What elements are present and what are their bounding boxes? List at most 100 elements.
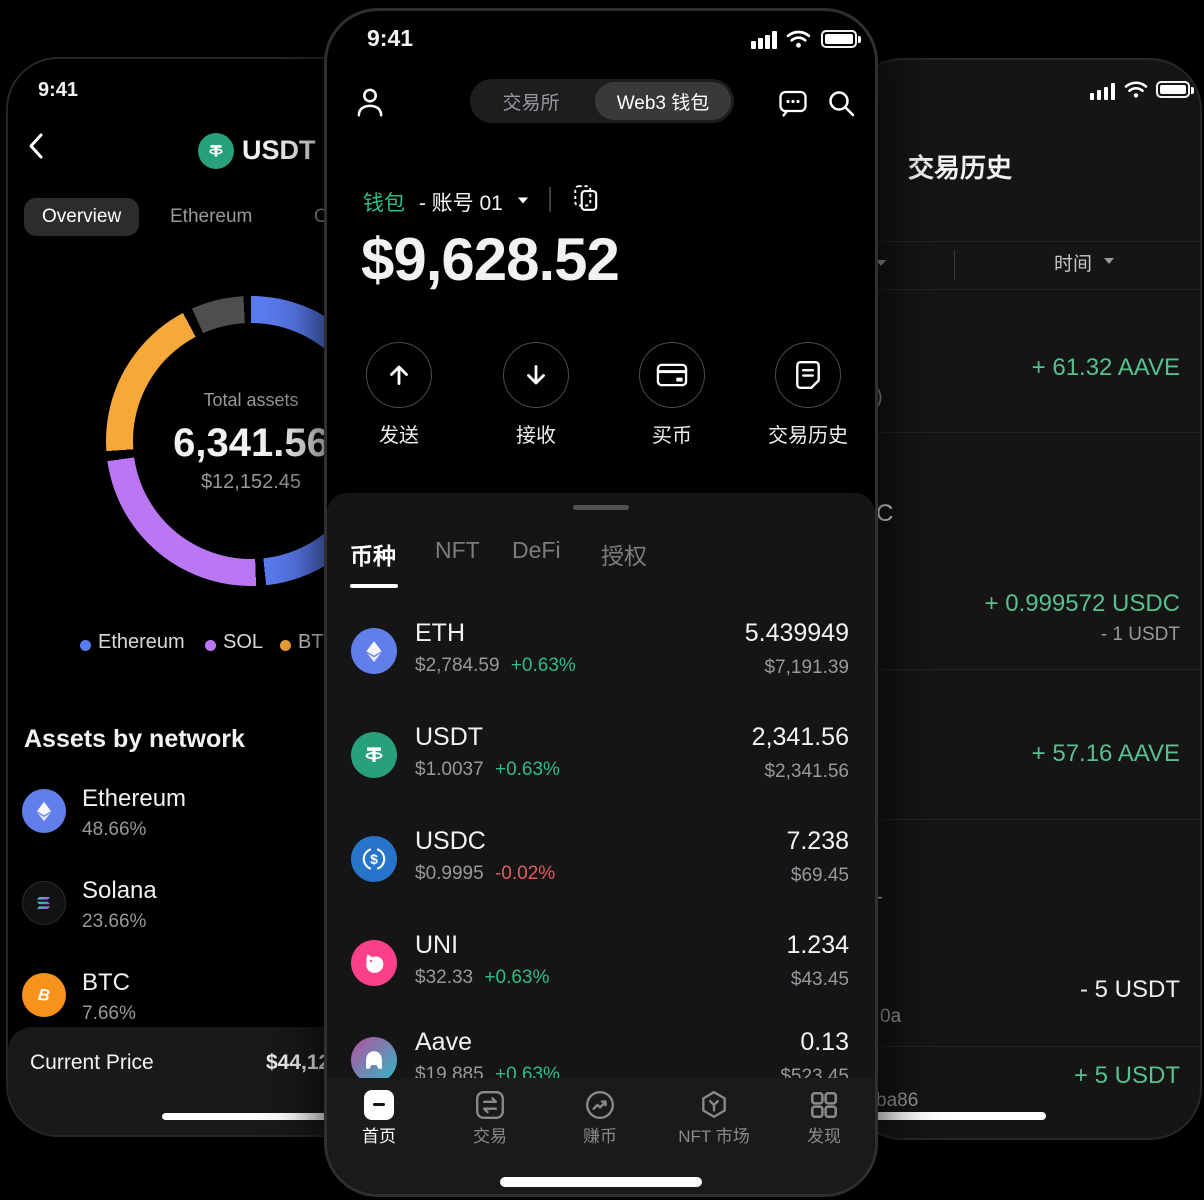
assets-sheet: 币种 NFT DeFi 授权 ETH $2,784.59 +0.63% 5.43… xyxy=(327,493,875,1194)
tab-approvals[interactable]: 授权 xyxy=(601,543,647,569)
divider xyxy=(852,669,1200,670)
token-price: $0.9995 xyxy=(415,863,484,884)
tx-amount: + 5 USDT xyxy=(1073,1062,1180,1089)
network-row-ethereum[interactable]: Ethereum 48.66% xyxy=(8,785,424,865)
token-change: +0.63% xyxy=(510,655,576,676)
token-symbol: USDT xyxy=(415,723,484,751)
token-price: $32.33 xyxy=(415,967,474,988)
time-filter-button[interactable]: 时间 xyxy=(1054,249,1092,276)
tab-exchange[interactable]: 交易所 xyxy=(502,92,560,114)
chevron-down-icon[interactable] xyxy=(517,197,529,204)
profile-button[interactable] xyxy=(353,85,387,121)
tab-overview[interactable]: Overview xyxy=(24,198,140,236)
network-percent: 7.66% xyxy=(82,1003,136,1024)
nav-item-earn[interactable]: 赚币 xyxy=(540,1088,660,1147)
current-price-label: Current Price xyxy=(30,1051,154,1074)
divider xyxy=(852,819,1200,820)
network-name: Ethereum xyxy=(82,785,187,812)
right-phone: 交易历史 时间 + 61.32 AAVE ) C + 0.999572 USDC… xyxy=(850,58,1202,1140)
center-phone: 9:41 交易所 Web3 钱包 xyxy=(324,8,878,1197)
nav-label: NFT 市场 xyxy=(678,1127,750,1146)
chevron-down-icon[interactable] xyxy=(876,260,886,266)
nav-label: 交易 xyxy=(473,1127,507,1146)
nav-label: 赚币 xyxy=(583,1127,617,1146)
earn-icon xyxy=(584,1089,616,1121)
trade-icon xyxy=(474,1089,506,1121)
time-filter-label: 时间 xyxy=(1054,254,1093,275)
buy-crypto-button[interactable] xyxy=(639,342,705,408)
arrow-up-icon xyxy=(384,360,414,390)
divider xyxy=(954,250,955,280)
page-title: USDT xyxy=(242,135,316,165)
drag-handle[interactable] xyxy=(573,505,629,510)
donut-center-fiat: $12,152.45 xyxy=(200,471,302,493)
home-indicator[interactable] xyxy=(852,1112,1046,1120)
token-row-uni[interactable]: UNI $32.33 +0.63% 1.234 $43.45 xyxy=(327,911,875,1015)
token-row-usdc[interactable]: $ USDC $0.9995 -0.02% 7.238 $69.45 xyxy=(327,807,875,911)
eth-icon xyxy=(22,789,66,833)
network-percent: 48.66% xyxy=(82,819,147,840)
token-row-eth[interactable]: ETH $2,784.59 +0.63% 5.439949 $7,191.39 xyxy=(327,599,875,703)
arrow-down-icon xyxy=(521,360,551,390)
active-tab-underline xyxy=(350,584,398,588)
tether-icon xyxy=(198,133,234,169)
chat-button[interactable] xyxy=(777,87,809,119)
home-indicator[interactable] xyxy=(162,1113,342,1120)
divider xyxy=(852,1046,1200,1047)
history-button[interactable] xyxy=(775,342,841,408)
send-button[interactable] xyxy=(366,342,432,408)
receive-label: 接收 xyxy=(516,425,556,447)
wifi-icon xyxy=(786,29,811,49)
home-icon xyxy=(364,1090,394,1120)
battery-icon xyxy=(821,30,861,48)
tab-ethereum[interactable]: Ethereum xyxy=(170,206,253,227)
chat-icon xyxy=(777,87,809,119)
account-label: - 账号 01 xyxy=(418,192,503,215)
account-selector[interactable]: 钱包 - 账号 01 xyxy=(363,187,503,217)
history-label: 交易历史 xyxy=(768,425,848,447)
token-amount: 1.234 xyxy=(786,931,849,959)
tab-coins[interactable]: 币种 xyxy=(350,543,396,569)
nav-item-discover[interactable]: 发现 xyxy=(764,1088,875,1147)
page-title: 交易历史 xyxy=(908,153,1013,183)
divider xyxy=(549,187,551,212)
tx-amount: + 57.16 AAVE xyxy=(1031,740,1180,767)
legend-dot-ethereum xyxy=(80,640,91,651)
divider xyxy=(852,432,1200,433)
tx-text-fragment: ) xyxy=(876,386,883,408)
token-amount: 0.13 xyxy=(800,1028,849,1056)
token-symbol: UNI xyxy=(415,931,459,959)
tab-defi[interactable]: DeFi xyxy=(512,537,561,563)
token-amount: 2,341.56 xyxy=(751,723,849,751)
home-indicator[interactable] xyxy=(500,1177,702,1187)
btc-icon: B xyxy=(22,973,66,1017)
token-price: $2,784.59 xyxy=(415,655,500,676)
chevron-down-icon[interactable] xyxy=(1104,258,1114,264)
token-row-usdt[interactable]: USDT $1.0037 +0.63% 2,341.56 $2,341.56 xyxy=(327,703,875,807)
copy-icon xyxy=(571,183,601,213)
tx-amount: + 61.32 AAVE xyxy=(1031,354,1180,381)
network-row-btc[interactable]: B BTC 7.66% xyxy=(8,969,424,1049)
network-row-solana[interactable]: Solana 23.66% xyxy=(8,877,424,957)
nav-item-nft-market[interactable]: NFT 市场 xyxy=(654,1088,774,1147)
search-button[interactable] xyxy=(825,87,857,119)
token-row-aave[interactable]: Aave $19.885 +0.63% 0.13 $523.45 xyxy=(327,1008,875,1112)
chevron-left-icon xyxy=(24,131,50,161)
tab-web3-wallet[interactable]: Web3 钱包 xyxy=(595,82,731,120)
search-icon xyxy=(825,87,857,119)
tab-nft[interactable]: NFT xyxy=(435,537,480,563)
token-symbol: USDC xyxy=(415,827,486,855)
nav-item-home[interactable]: 首页 xyxy=(327,1088,439,1147)
copy-address-button[interactable] xyxy=(571,183,601,213)
nav-item-trade[interactable]: 交易 xyxy=(430,1088,550,1147)
current-price-value: $44,12 xyxy=(266,1051,331,1074)
legend-dot-sol xyxy=(205,640,216,651)
signal-icon xyxy=(751,29,779,49)
aave-icon xyxy=(351,1037,397,1083)
receive-button[interactable] xyxy=(503,342,569,408)
tx-address-fragment: ba86 xyxy=(876,1090,919,1111)
token-value: $2,341.56 xyxy=(764,761,849,782)
discover-icon xyxy=(808,1089,840,1121)
back-button[interactable] xyxy=(24,131,50,161)
legend-label-sol: SOL xyxy=(223,631,264,653)
